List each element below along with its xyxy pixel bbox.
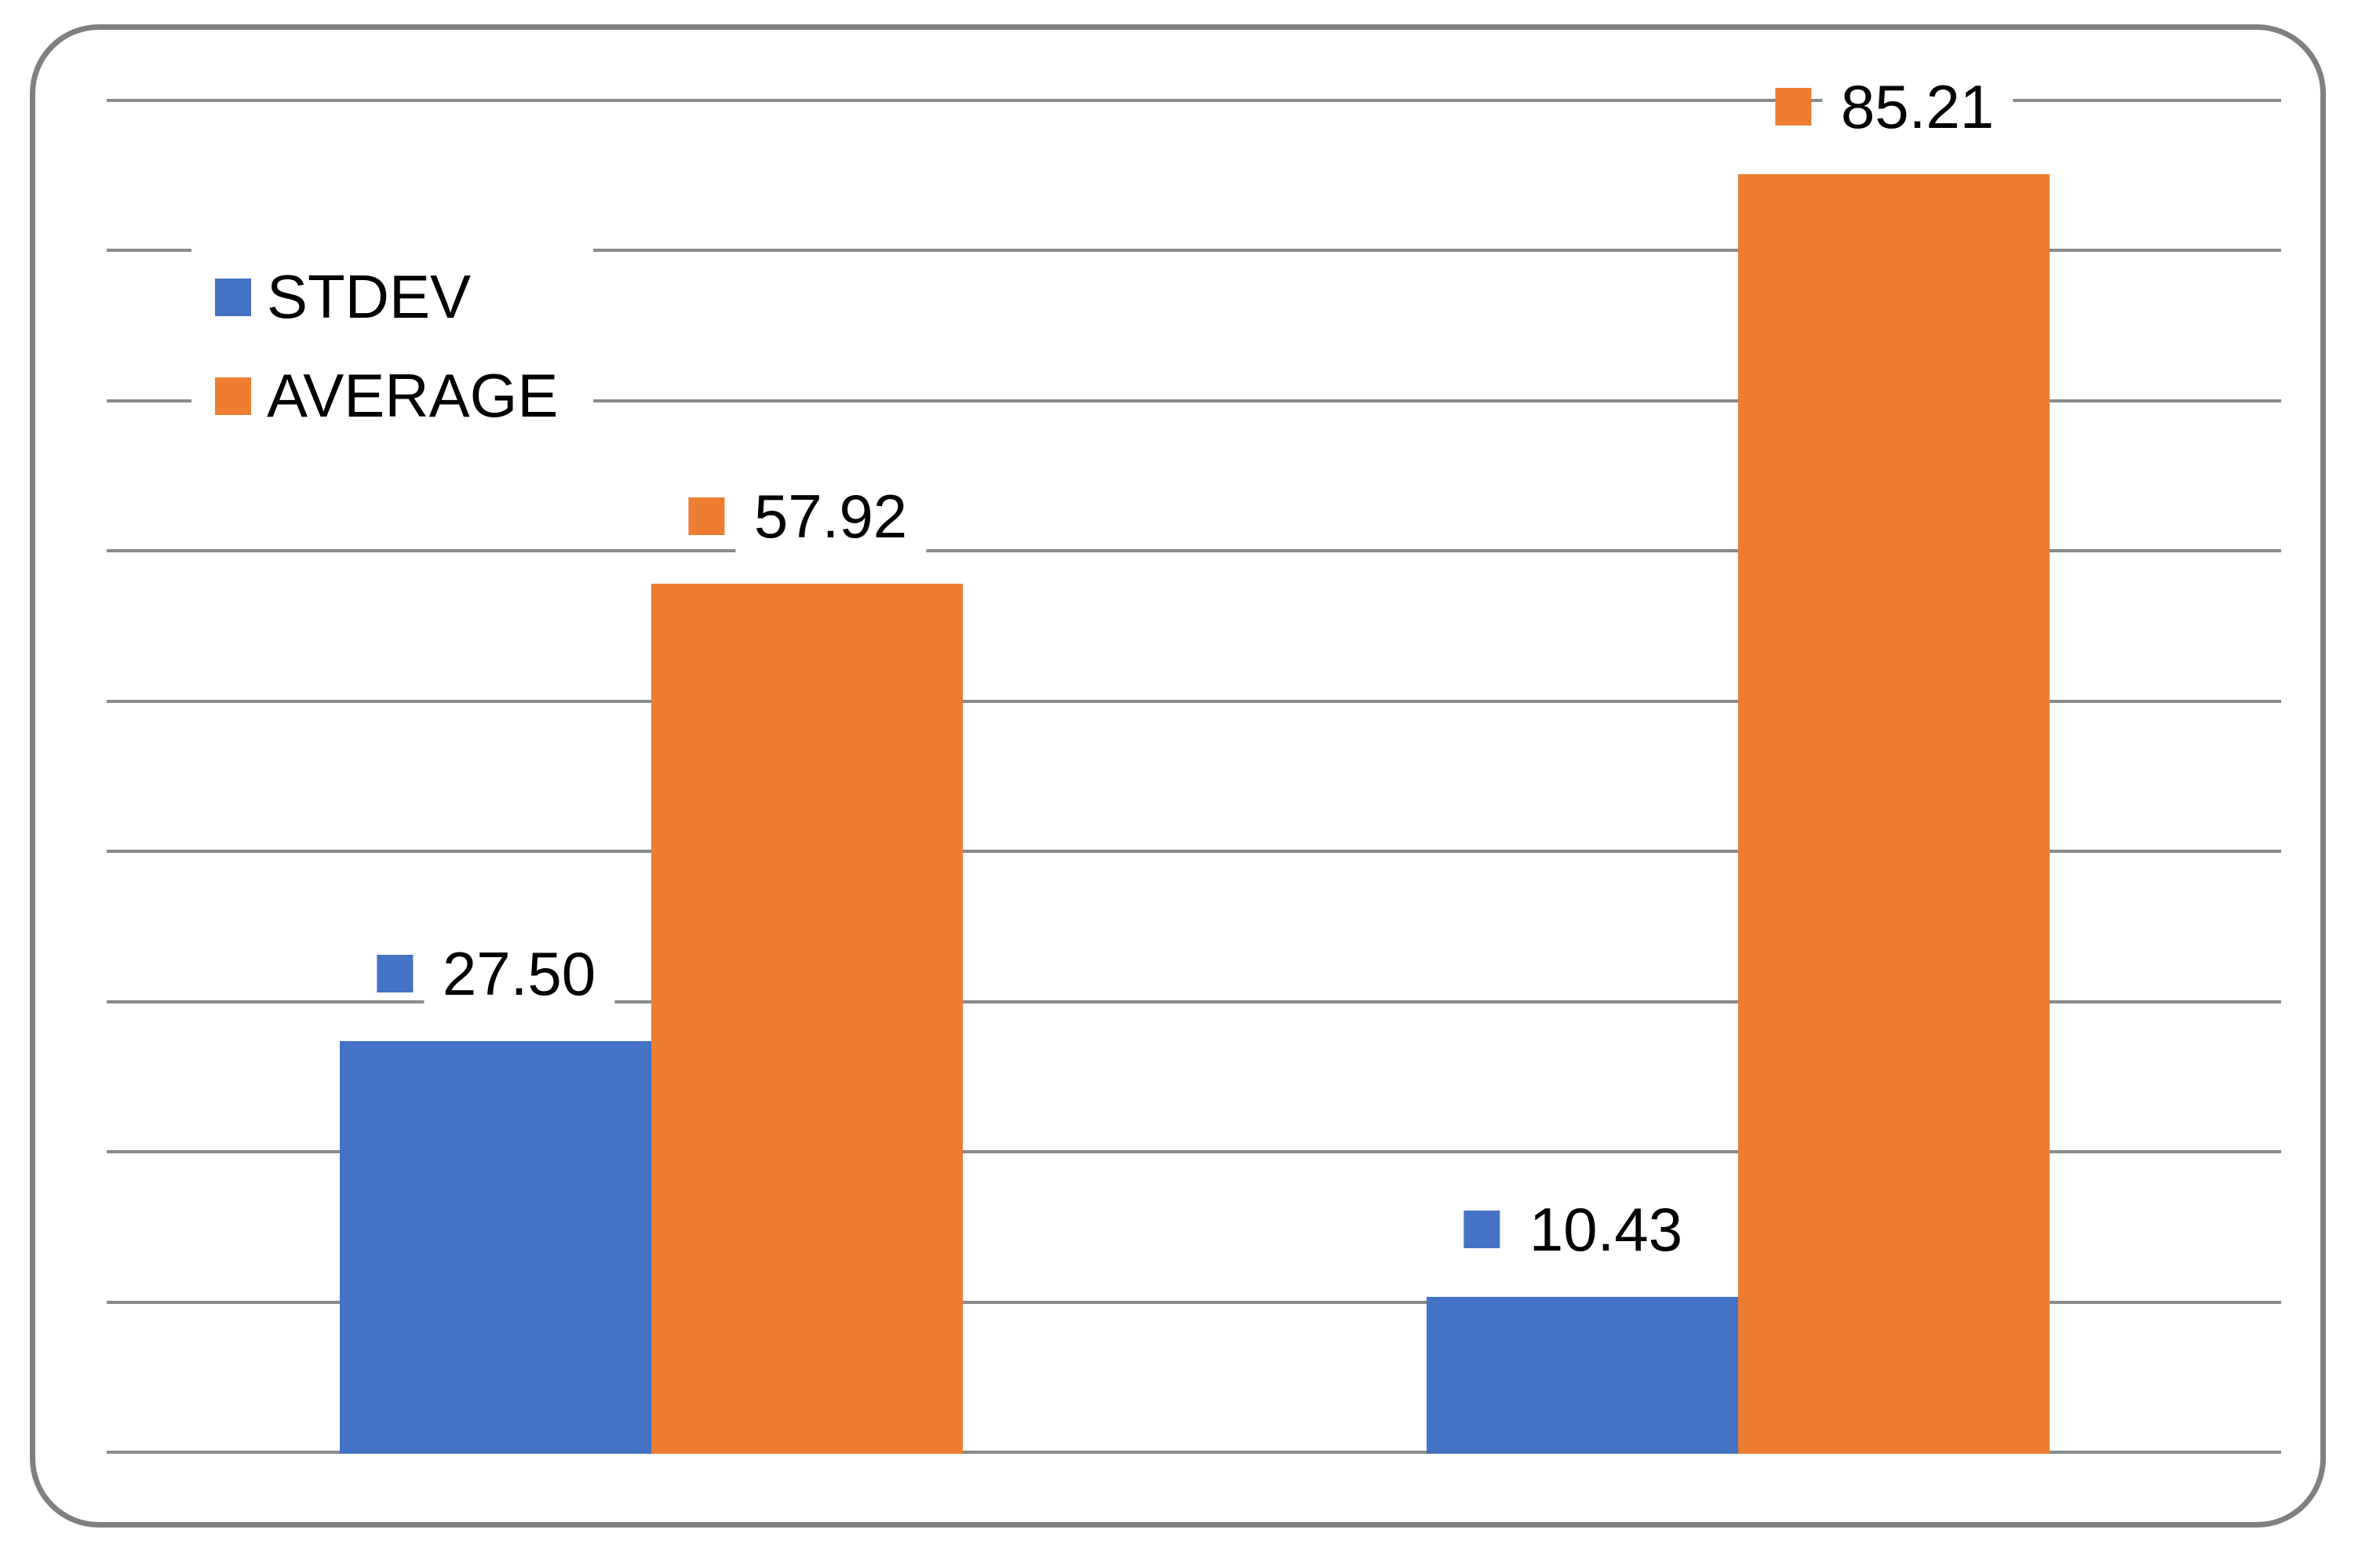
gridline	[107, 1451, 2281, 1454]
data-label-stdev-group1: 27.50	[376, 935, 615, 1012]
stdev-series-key-icon	[376, 955, 413, 992]
bar-stdev-group1	[340, 1041, 651, 1454]
gridline	[107, 1150, 2281, 1153]
average-legend-key-icon	[215, 377, 251, 415]
legend-label: AVERAGE	[267, 360, 559, 430]
legend-label: STDEV	[267, 262, 472, 331]
data-label-value: 27.50	[423, 935, 615, 1012]
legend-item-average: AVERAGE	[215, 362, 558, 430]
stdev-legend-key-icon	[215, 278, 251, 316]
gridline	[107, 249, 2281, 252]
data-label-value: 57.92	[734, 478, 927, 555]
gridline	[107, 399, 2281, 402]
legend-item-stdev: STDEV	[215, 262, 558, 331]
bar-average-group2	[1738, 174, 2050, 1454]
gridline	[107, 1000, 2281, 1003]
stdev-series-key-icon	[1463, 1211, 1500, 1248]
data-label-average-group1: 57.92	[687, 478, 927, 555]
gridline	[107, 850, 2281, 853]
gridline	[107, 700, 2281, 703]
gridline	[107, 99, 2281, 102]
data-label-stdev-group2: 10.43	[1463, 1191, 1702, 1268]
chart-border	[30, 24, 2326, 1528]
legend: STDEV AVERAGE	[191, 242, 594, 457]
data-label-value: 85.21	[1821, 68, 2014, 145]
data-label-value: 10.43	[1510, 1191, 1702, 1268]
bar-average-group1	[651, 584, 963, 1454]
bar-stdev-group2	[1427, 1297, 1738, 1454]
gridline	[107, 1301, 2281, 1304]
average-series-key-icon	[687, 497, 724, 535]
gridline	[107, 549, 2281, 552]
average-series-key-icon	[1774, 88, 1811, 126]
data-label-average-group2: 85.21	[1774, 68, 2014, 145]
